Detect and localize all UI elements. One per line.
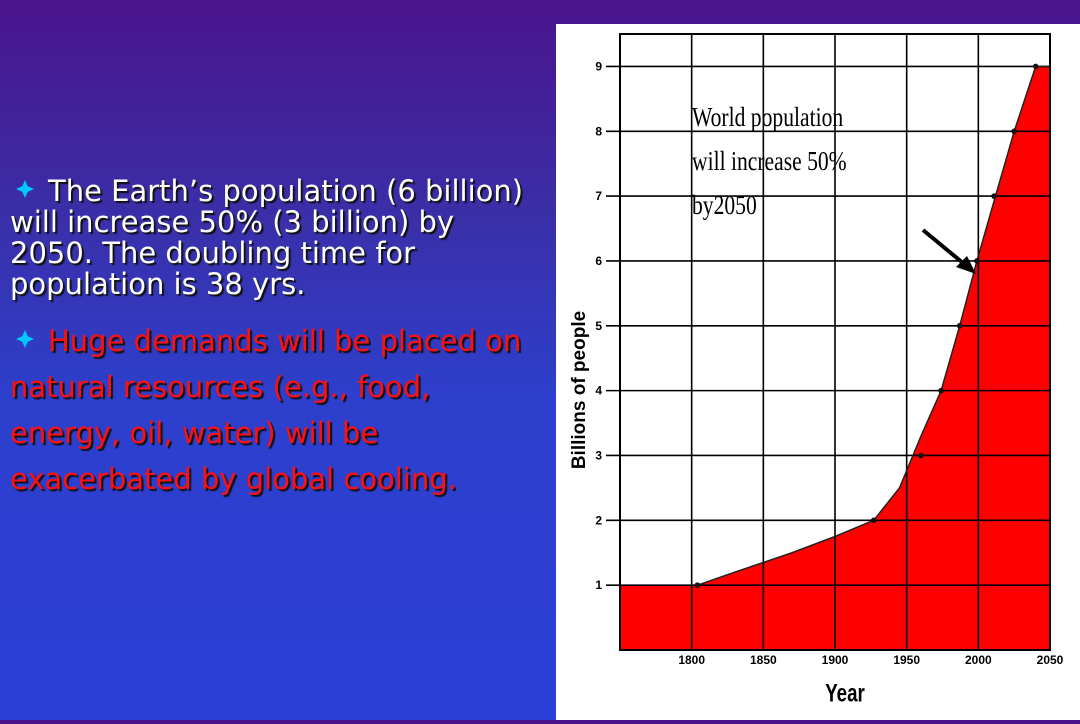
x-tick-label: 1900 [822,653,849,667]
data-point [1032,63,1039,70]
x-tick-label: 1950 [893,653,920,667]
x-axis-label: Year [825,679,865,707]
data-point [918,452,924,459]
data-point [694,582,701,588]
text-panel: The Earth’s population (6 billion) will … [10,176,545,502]
population-chart: 1 2 3 4 5 6 7 8 9 1800 1850 1900 1950 2000 2050 Year Bil… [556,24,1080,720]
data-point [870,517,877,524]
y-tick-label: 3 [595,448,602,462]
y-tick-label: 8 [595,124,602,138]
annotation-line: will increase 50% [692,147,847,177]
data-point [956,322,963,329]
y-axis-label: Billions of people [569,311,590,469]
plot-frame [619,33,1051,651]
annotation-line: World population [692,103,843,133]
data-point [1011,128,1017,135]
population-area [620,66,1050,650]
x-tick-label: 2050 [1037,653,1064,667]
bullet-population: The Earth’s population (6 billion) will … [10,176,545,300]
data-point [991,193,997,199]
y-tick-label: 9 [595,59,602,73]
y-tick-label: 4 [595,384,602,398]
y-tick-label: 1 [595,578,602,592]
diamond-bullet-icon [16,180,34,198]
annotation-line: by2050 [692,191,757,221]
data-point [938,387,944,394]
diamond-bullet-icon [16,330,34,348]
y-tick-label: 7 [595,189,602,203]
bullet-resources: Huge demands will be placed on natural r… [10,318,545,502]
x-tick-label: 1800 [678,653,705,667]
y-tick-label: 6 [595,254,602,268]
population-chart-svg: 1 2 3 4 5 6 7 8 9 1800 1850 1900 1950 2000 2050 Year Bil… [569,33,1064,707]
y-tick-label: 2 [595,513,602,527]
x-tick-label: 2000 [965,653,992,667]
x-tick-label: 1850 [750,653,777,667]
bullet-resources-text: Huge demands will be placed on natural r… [10,324,522,496]
bullet-population-text: The Earth’s population (6 billion) will … [10,174,524,301]
y-tick-label: 5 [595,319,602,333]
annotation-arrow-shaft [921,228,971,270]
population-line [697,65,1050,586]
annotation-arrow-head [956,256,976,274]
data-point [974,258,980,264]
